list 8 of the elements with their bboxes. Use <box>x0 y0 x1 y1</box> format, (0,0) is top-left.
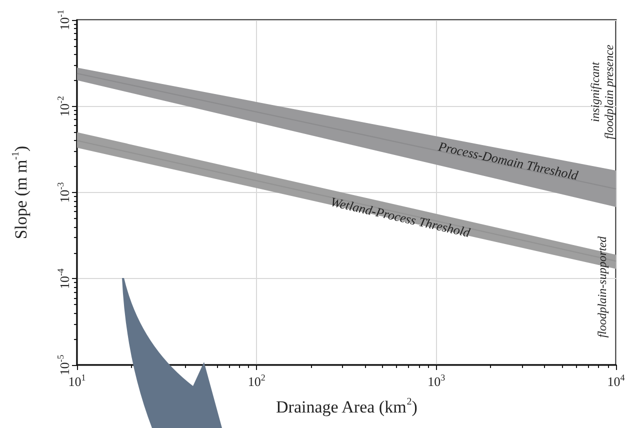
y-tick-label: 10-5 <box>56 354 72 376</box>
y-tick-label: 10-2 <box>56 96 72 116</box>
annotation: floodplain-supported <box>595 235 609 338</box>
y-tick-label: 10-4 <box>56 268 72 289</box>
y-tick-label: 10-1 <box>56 10 72 30</box>
y-tick-label: 10-3 <box>56 182 72 203</box>
y-axis-title: Slope (m m-1) <box>10 146 30 240</box>
annotation: insignificant floodplain presence <box>588 44 616 140</box>
